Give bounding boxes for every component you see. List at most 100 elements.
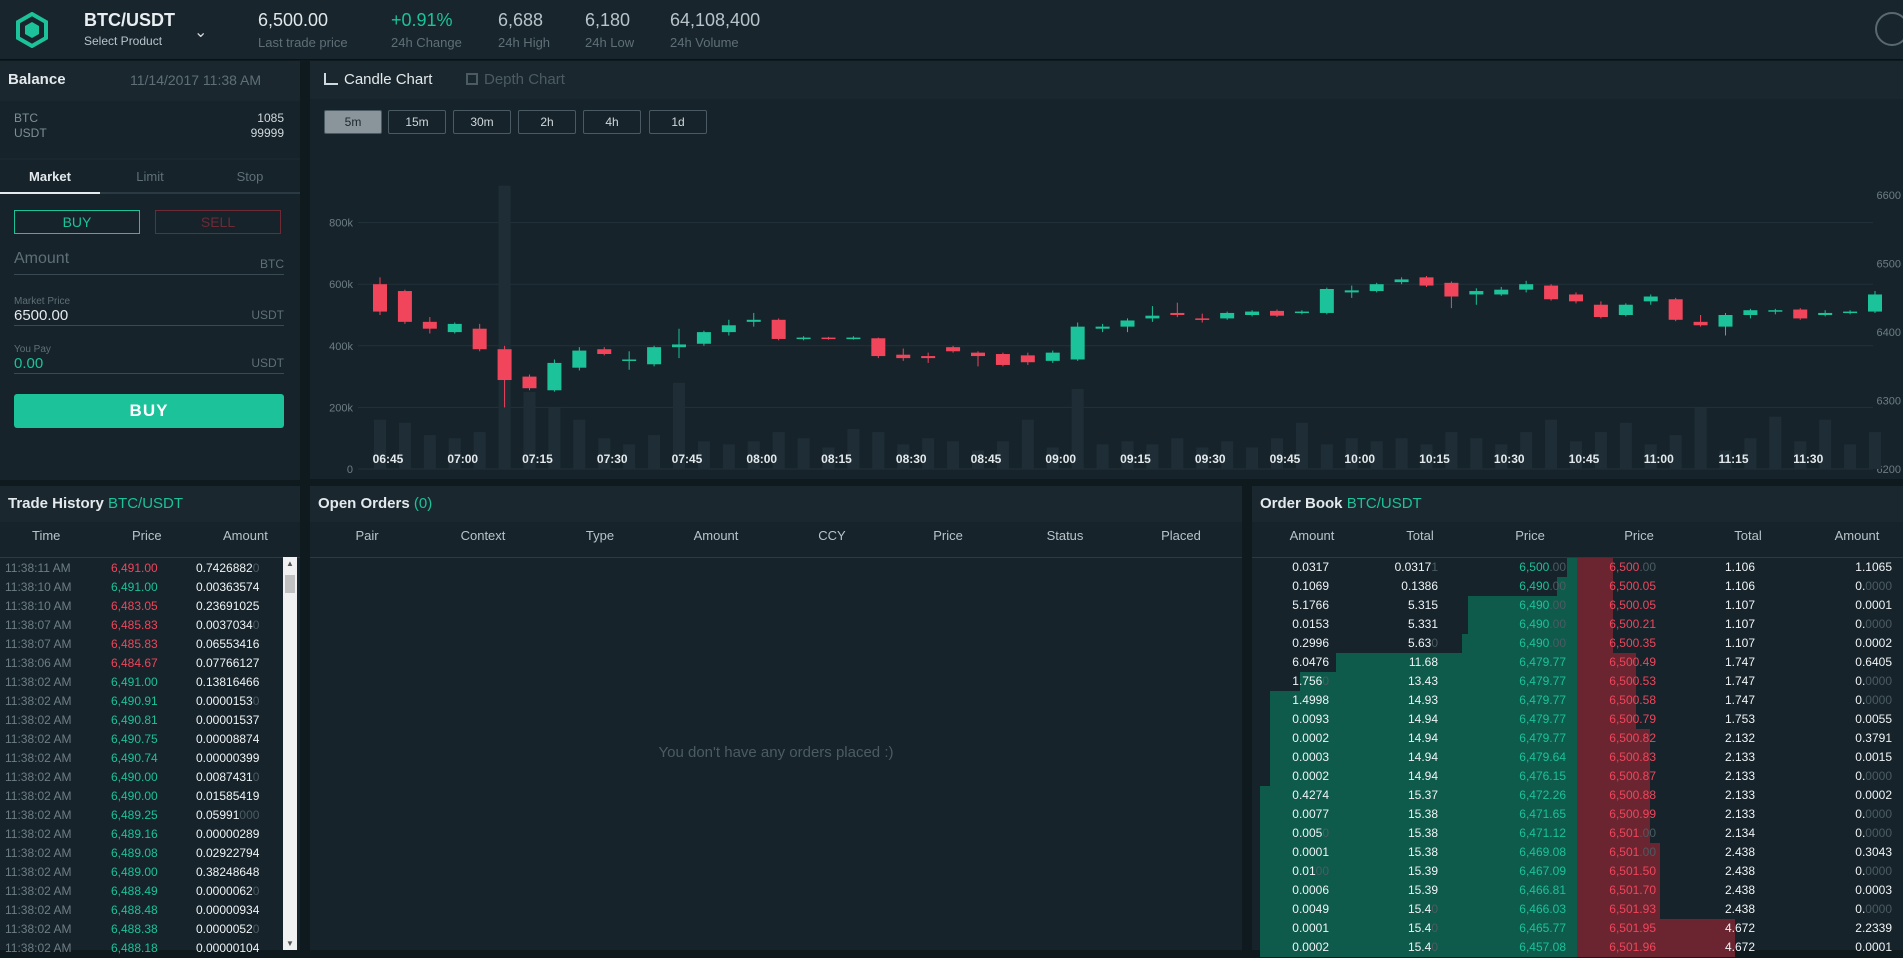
candle[interactable]	[572, 347, 587, 371]
amount-field[interactable]: Amount BTC	[14, 250, 284, 275]
tab-depth-chart[interactable]: Depth Chart	[466, 61, 565, 99]
order-book-row[interactable]: 0.0050 15.38 6,471.12 6,501.00 2.134 0.0000	[1252, 824, 1903, 843]
candle[interactable]	[472, 323, 487, 352]
candle[interactable]	[1469, 288, 1484, 305]
candle[interactable]	[447, 322, 462, 334]
timeframe-button-5m[interactable]: 5m	[324, 110, 382, 134]
candle[interactable]	[896, 348, 911, 361]
candle[interactable]	[796, 336, 811, 341]
order-book-row[interactable]: 0.1069 0.1386 6,490.00 6,500.05 1.106 0.0000	[1252, 577, 1903, 596]
candle[interactable]	[1793, 308, 1808, 320]
candle[interactable]	[771, 318, 786, 341]
candlestick-chart[interactable]: 0 200k 400k 600k 800k 6200 6300 6400 6500 6600 06:…	[310, 151, 1903, 479]
candle[interactable]	[1494, 286, 1509, 296]
candle[interactable]	[1718, 312, 1733, 336]
tab-candle-chart[interactable]: Candle Chart	[324, 61, 432, 99]
tab-limit[interactable]: Limit	[136, 169, 164, 184]
candle[interactable]	[921, 352, 936, 363]
candle[interactable]	[597, 347, 612, 356]
timeframe-button-15m[interactable]: 15m	[388, 110, 446, 134]
order-book-row[interactable]: 1.7560 13.43 6,479.77 6,500.53 1.747 0.0000	[1252, 672, 1903, 691]
candle[interactable]	[522, 374, 537, 391]
candle[interactable]	[1195, 313, 1210, 323]
candle[interactable]	[1394, 277, 1409, 285]
order-book-row[interactable]: 5.1766 5.315 6,490.00 6,500.05 1.107 0.0001	[1252, 596, 1903, 615]
candle[interactable]	[1319, 287, 1334, 315]
chevron-down-icon[interactable]: ⌄	[194, 24, 208, 41]
candle[interactable]	[647, 345, 662, 367]
candle[interactable]	[373, 277, 387, 315]
candle[interactable]	[721, 319, 736, 336]
candle[interactable]	[1369, 282, 1384, 293]
candle[interactable]	[995, 352, 1010, 367]
candle[interactable]	[1145, 306, 1160, 322]
candle[interactable]	[1095, 323, 1110, 333]
you-pay-field[interactable]: You Pay 0.00 USDT	[14, 344, 284, 374]
candle[interactable]	[672, 328, 686, 359]
candle[interactable]	[746, 312, 761, 327]
order-book-row[interactable]: 0.0002 14.94 6,476.15 6,500.87 2.133 0.0000	[1252, 767, 1903, 786]
candle[interactable]	[1020, 352, 1035, 365]
submit-buy-button[interactable]: BUY	[14, 394, 284, 428]
order-book-row[interactable]: 0.0001 15.40 6,465.77 6,501.95 4.672 2.2339	[1252, 919, 1903, 938]
candle[interactable]	[1593, 301, 1608, 319]
candle[interactable]	[846, 336, 861, 340]
order-book-row[interactable]: 0.0100 15.39 6,467.09 6,501.50 2.438 0.0000	[1252, 862, 1903, 881]
user-avatar-icon[interactable]	[1875, 12, 1903, 46]
candle[interactable]	[1070, 322, 1085, 361]
order-book-row[interactable]: 0.0006 15.39 6,466.81 6,501.70 2.438 0.0003	[1252, 881, 1903, 900]
order-book-row[interactable]: 1.4998 14.93 6,479.77 6,500.58 1.747 0.0000	[1252, 691, 1903, 710]
candle[interactable]	[1220, 311, 1235, 320]
tab-stop[interactable]: Stop	[236, 169, 264, 184]
order-book-row[interactable]: 0.0002 15.40 6,457.08 6,501.96 4.672 0.0001	[1252, 938, 1903, 957]
candle[interactable]	[547, 359, 562, 392]
order-book-row[interactable]: 0.4274 15.37 6,472.26 6,500.88 2.133 0.0002	[1252, 786, 1903, 805]
order-book-row[interactable]: 0.0049 15.40 6,466.03 6,501.93 2.438 0.0000	[1252, 900, 1903, 919]
order-book-row[interactable]: 0.0077 15.38 6,471.65 6,500.99 2.133 0.0000	[1252, 805, 1903, 824]
order-book-row[interactable]: 0.0153 5.331 6,490.00 6,500.21 1.107 0.0000	[1252, 615, 1903, 634]
candle[interactable]	[397, 289, 412, 324]
trade-history-scrollbar[interactable]: ▲ ▼	[283, 557, 297, 950]
candle[interactable]	[1743, 308, 1758, 319]
candle[interactable]	[1843, 310, 1858, 315]
timeframe-button-1d[interactable]: 1d	[649, 110, 707, 134]
timeframe-button-2h[interactable]: 2h	[518, 110, 576, 134]
candle[interactable]	[696, 330, 711, 346]
order-book-row[interactable]: 0.2996 5.630 6,490.00 6,500.35 1.107 0.0002	[1252, 634, 1903, 653]
candle[interactable]	[622, 351, 637, 370]
candle[interactable]	[1544, 284, 1559, 301]
candle[interactable]	[1868, 291, 1882, 313]
order-book-row[interactable]: 0.0003 14.94 6,479.64 6,500.83 2.133 0.0015	[1252, 748, 1903, 767]
candle[interactable]	[1245, 310, 1260, 317]
candle[interactable]	[1818, 310, 1833, 317]
candle[interactable]	[1344, 285, 1359, 298]
order-book-row[interactable]: 0.0002 14.94 6,479.77 6,500.82 2.132 0.3791	[1252, 729, 1903, 748]
candle[interactable]	[1519, 280, 1534, 293]
candle[interactable]	[1643, 294, 1658, 305]
candle[interactable]	[1668, 297, 1683, 322]
candle[interactable]	[971, 351, 985, 367]
candle[interactable]	[1170, 302, 1185, 318]
candle[interactable]	[1768, 308, 1783, 315]
candle[interactable]	[1120, 318, 1135, 333]
candle[interactable]	[497, 345, 512, 408]
product-selector[interactable]: BTC/USDT Select Product	[84, 10, 175, 48]
market-price-field[interactable]: Market Price 6500.00 USDT	[14, 296, 284, 326]
candle[interactable]	[1444, 281, 1459, 309]
order-book-row[interactable]: 6.0476 11.68 6,479.77 6,500.49 1.747 0.6405	[1252, 653, 1903, 672]
candle[interactable]	[1693, 315, 1708, 327]
buy-side-button[interactable]: BUY	[14, 210, 140, 234]
candle[interactable]	[1419, 275, 1434, 287]
candle[interactable]	[821, 336, 836, 340]
sell-side-button[interactable]: SELL	[155, 210, 281, 234]
timeframe-button-4h[interactable]: 4h	[583, 110, 641, 134]
candle[interactable]	[946, 345, 961, 353]
candle[interactable]	[871, 337, 886, 359]
candle[interactable]	[1618, 303, 1633, 317]
order-book-row[interactable]: 0.0093 14.94 6,479.77 6,500.79 1.753 0.0055	[1252, 710, 1903, 729]
candle[interactable]	[422, 317, 437, 334]
order-book-row[interactable]: 0.0001 15.38 6,469.08 6,501.00 2.438 0.3043	[1252, 843, 1903, 862]
order-book-row[interactable]: 0.0317 0.03171 6,500.00 6,500.00 1.106 1.1065	[1252, 558, 1903, 577]
candle[interactable]	[1294, 310, 1309, 315]
exchange-logo-icon[interactable]	[14, 12, 50, 48]
